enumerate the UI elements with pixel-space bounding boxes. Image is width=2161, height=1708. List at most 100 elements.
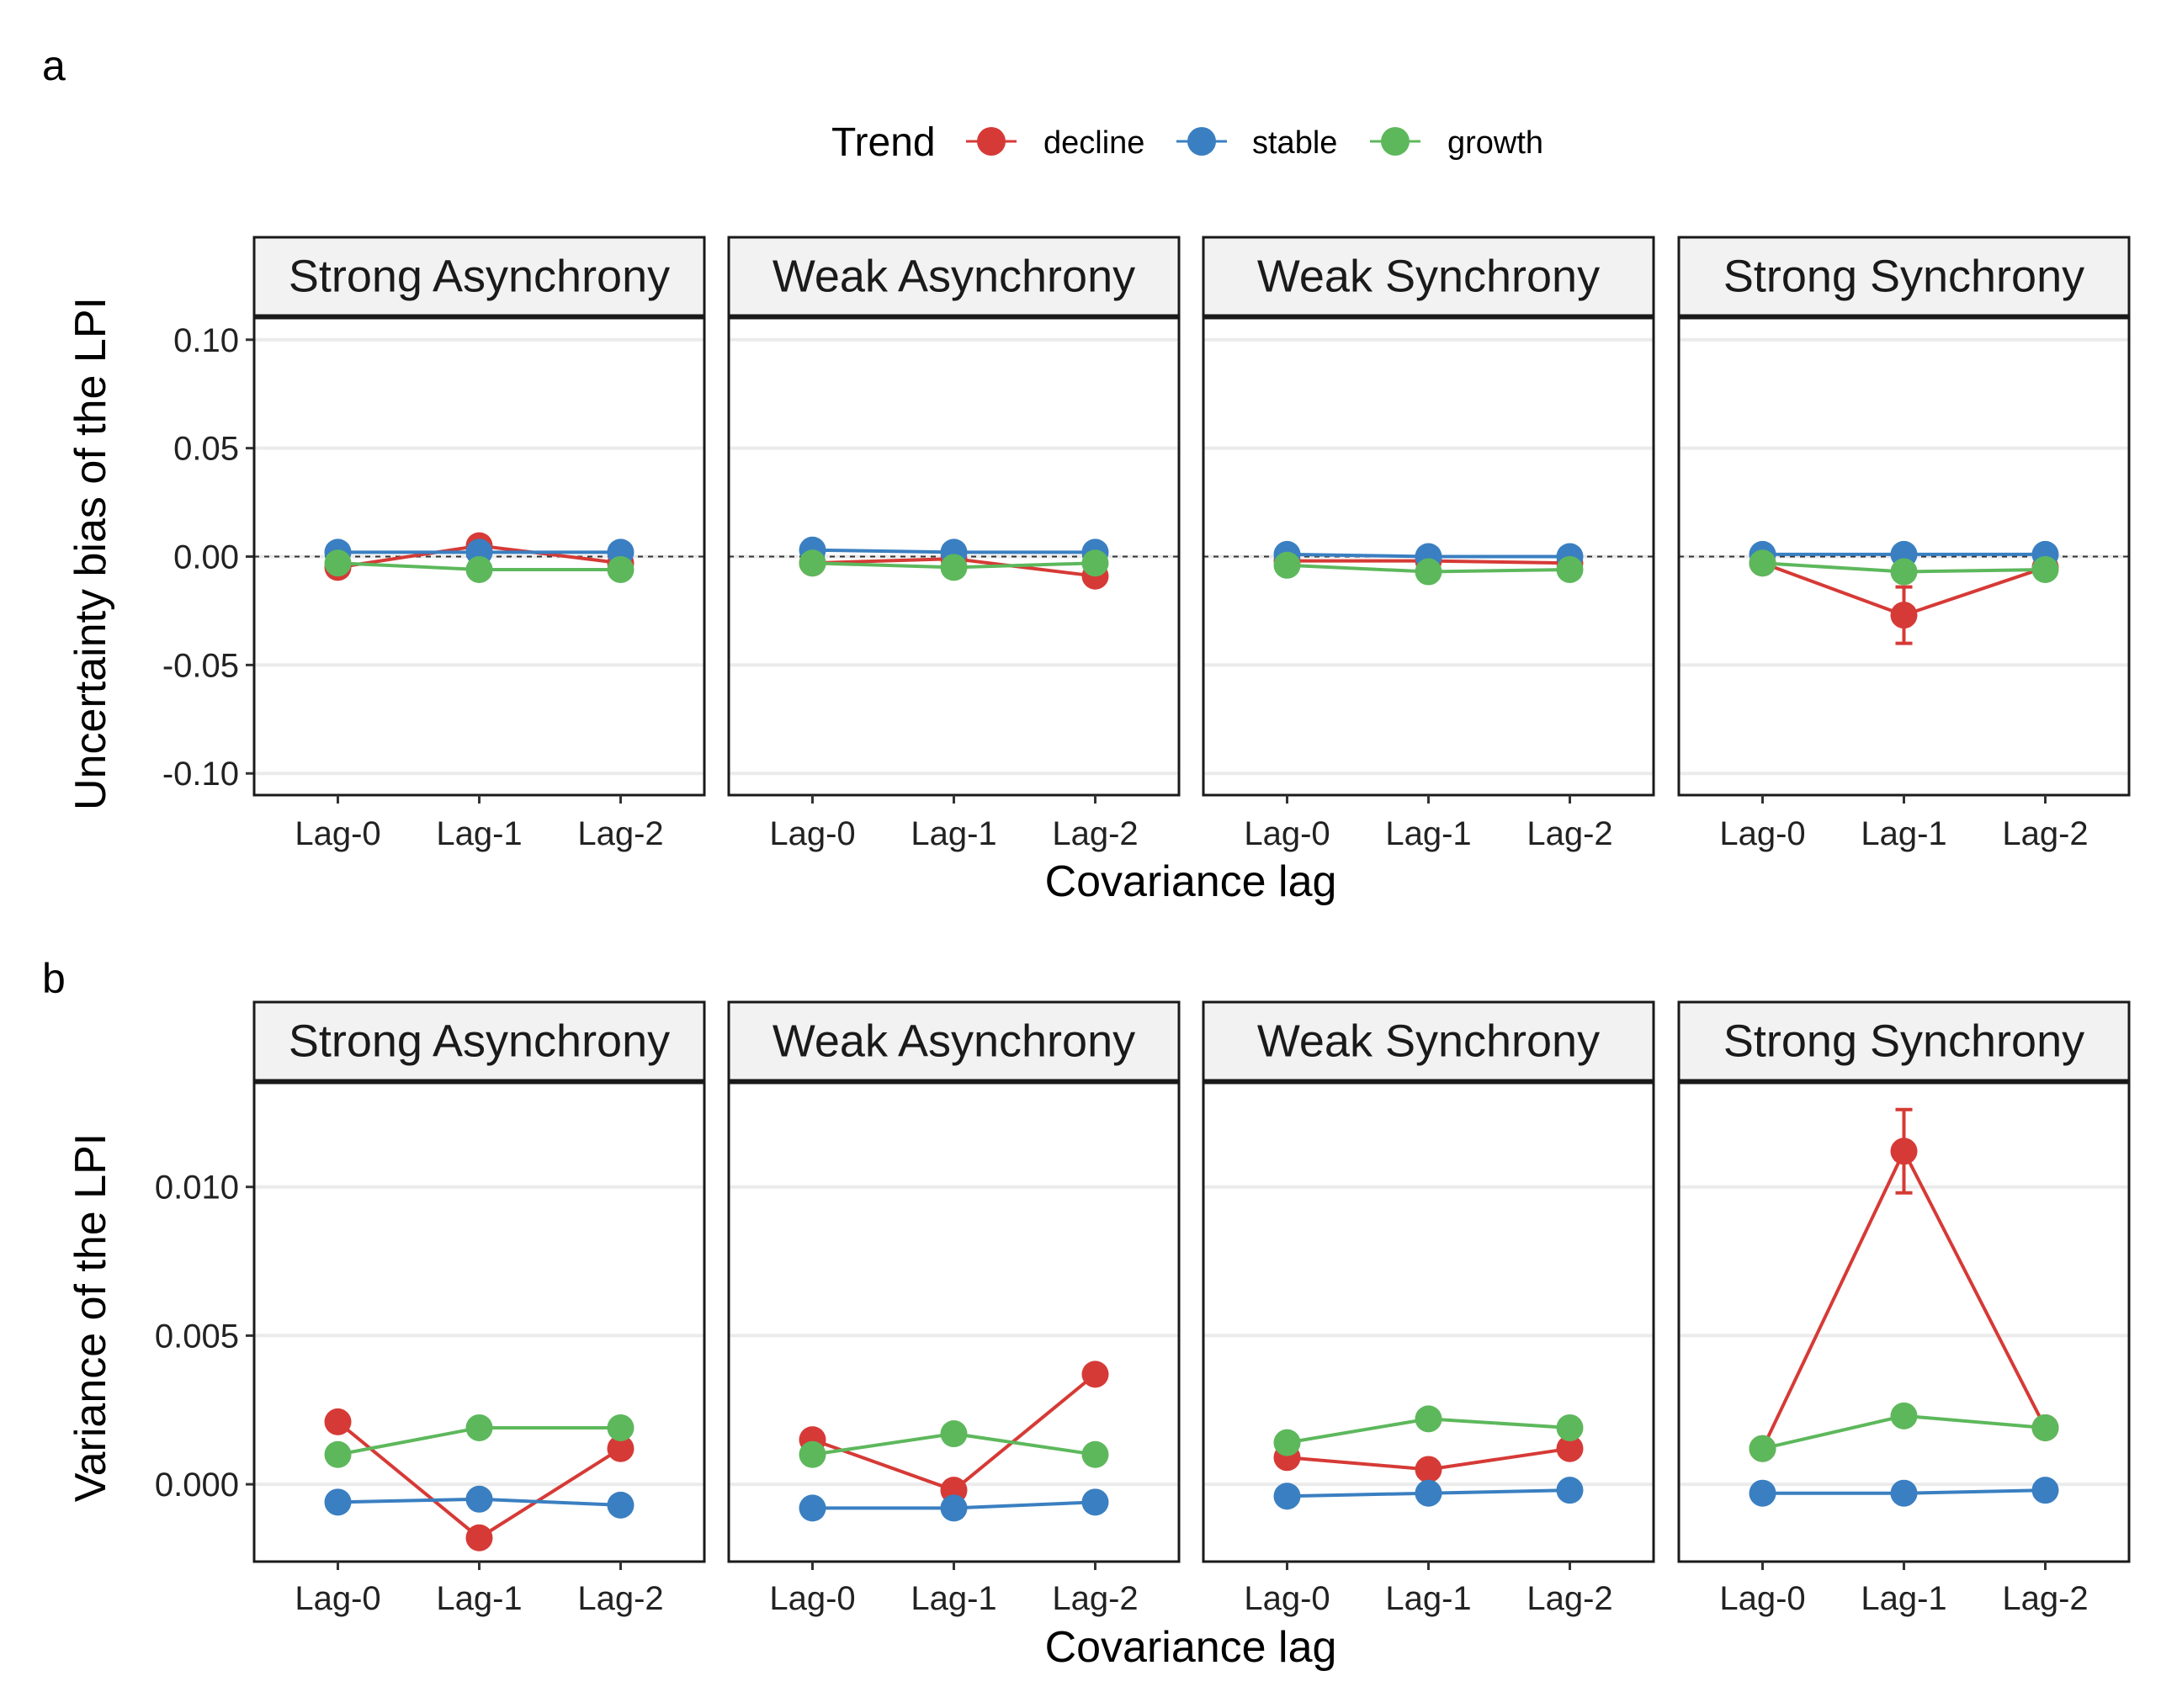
data-point-stable bbox=[324, 1488, 352, 1516]
x-tick-label: Lag-2 bbox=[1052, 1580, 1138, 1617]
data-point-growth bbox=[324, 1440, 352, 1468]
data-point-growth bbox=[607, 555, 634, 583]
x-tick-label: Lag-2 bbox=[577, 815, 663, 852]
data-point-growth bbox=[465, 1414, 493, 1441]
x-tick-label: Lag-1 bbox=[911, 1580, 996, 1617]
plots: -0.10 -0.05 0.00 0.05 0.10 Strong Asynchrony L… bbox=[155, 236, 2131, 1617]
data-point-growth bbox=[2031, 555, 2059, 583]
panel-b-xlabel: Covariance lag bbox=[1045, 1623, 1337, 1672]
y-tick-label: 0.005 bbox=[155, 1318, 239, 1355]
facet-strip bbox=[727, 1000, 1181, 1082]
data-point-growth bbox=[1556, 555, 1584, 583]
data-point-stable bbox=[1749, 1479, 1776, 1507]
facet-b-1: Strong Asynchrony Lag-0 Lag-1 Lag-2 bbox=[252, 1000, 706, 1617]
data-point-growth bbox=[799, 549, 826, 577]
panel-b-ylabel: Variance of the LPI bbox=[66, 1133, 115, 1502]
data-point-decline bbox=[607, 1435, 634, 1462]
panel-a-xlabel: Covariance lag bbox=[1045, 857, 1337, 906]
facet-strip bbox=[1677, 1000, 2131, 1082]
legend-key-stable-marker bbox=[1187, 127, 1216, 156]
data-point-growth bbox=[1556, 1414, 1584, 1441]
facet-a-2: Weak Asynchrony Lag-0 Lag-1 Lag-2 bbox=[727, 236, 1181, 852]
x-tick-label: Lag-0 bbox=[295, 815, 380, 852]
x-tick-label: Lag-0 bbox=[295, 1580, 380, 1617]
data-point-decline bbox=[465, 1524, 493, 1552]
x-tick-label: Lag-0 bbox=[1244, 1580, 1330, 1617]
facet-a-3: Weak Synchrony Lag-0 Lag-1 Lag-2 bbox=[1202, 236, 1655, 852]
x-tick-label: Lag-0 bbox=[1719, 815, 1805, 852]
facet-b-2: Weak Asynchrony Lag-0 Lag-1 Lag-2 bbox=[727, 1000, 1181, 1617]
facet-strip-label: Weak Asynchrony bbox=[773, 252, 1135, 302]
facet-b-3: Weak Synchrony Lag-0 Lag-1 Lag-2 bbox=[1202, 1000, 1655, 1617]
x-tick-label: Lag-0 bbox=[1719, 1580, 1805, 1617]
facet-strip bbox=[727, 236, 1181, 317]
facet-strip-label: Weak Synchrony bbox=[1257, 252, 1600, 302]
x-tick-label: Lag-0 bbox=[1244, 815, 1330, 852]
y-tick-label: 0.00 bbox=[173, 539, 239, 576]
x-tick-label: Lag-1 bbox=[1385, 1580, 1471, 1617]
data-point-stable bbox=[799, 1494, 826, 1522]
facet-strip-label: Strong Asynchrony bbox=[289, 252, 670, 302]
data-point-decline bbox=[1890, 1138, 1918, 1165]
legend-label-decline: decline bbox=[1043, 125, 1144, 161]
legend-title: Trend bbox=[831, 120, 936, 165]
y-tick-label: 0.010 bbox=[155, 1170, 239, 1207]
x-tick-label: Lag-1 bbox=[911, 815, 996, 852]
data-point-growth bbox=[799, 1440, 826, 1468]
panel-a-letter: a bbox=[42, 42, 66, 89]
x-tick-label: Lag-2 bbox=[2002, 1580, 2088, 1617]
data-point-stable bbox=[1890, 1479, 1918, 1507]
panel-b-letter: b bbox=[42, 955, 66, 1002]
data-point-stable bbox=[2031, 1477, 2059, 1504]
legend-key-decline-marker bbox=[977, 127, 1006, 156]
data-point-stable bbox=[1415, 1479, 1442, 1507]
x-tick-label: Lag-1 bbox=[1385, 815, 1471, 852]
facet-strip-label: Strong Synchrony bbox=[1723, 252, 2084, 302]
data-point-growth bbox=[1749, 1435, 1776, 1462]
facet-a-4: Strong Synchrony Lag-0 Lag-1 Lag-2 bbox=[1677, 236, 2131, 852]
data-point-growth bbox=[1273, 551, 1301, 579]
facet-strip bbox=[1202, 236, 1655, 317]
x-tick-label: Lag-1 bbox=[436, 815, 522, 852]
y-tick-label: -0.05 bbox=[162, 647, 239, 684]
panel-a-ylabel: Uncertainty bias of the LPI bbox=[66, 297, 115, 810]
panel-b: 0.000 0.005 0.010 Strong Asynchrony Lag-0 Lag… bbox=[155, 1000, 2131, 1617]
facet-strip bbox=[1677, 236, 2131, 317]
data-point-growth bbox=[1890, 558, 1918, 586]
facet-strip bbox=[252, 236, 706, 317]
data-point-stable bbox=[940, 1494, 968, 1522]
data-point-decline bbox=[1556, 1435, 1584, 1462]
data-point-growth bbox=[324, 549, 352, 577]
panel-a: -0.10 -0.05 0.00 0.05 0.10 Strong Asynchrony L… bbox=[162, 236, 2131, 852]
data-point-growth bbox=[465, 555, 493, 583]
data-point-growth bbox=[1749, 549, 1776, 577]
data-point-growth bbox=[1273, 1429, 1301, 1456]
data-point-growth bbox=[1890, 1402, 1918, 1430]
x-tick-label: Lag-2 bbox=[577, 1580, 663, 1617]
data-point-growth bbox=[940, 554, 968, 581]
y-tick-label: 0.10 bbox=[173, 322, 239, 359]
data-point-growth bbox=[1415, 1405, 1442, 1433]
data-point-stable bbox=[607, 1491, 634, 1519]
data-point-stable bbox=[465, 1485, 493, 1513]
facet-strip bbox=[252, 1000, 706, 1082]
data-point-stable bbox=[1273, 1483, 1301, 1510]
data-point-growth bbox=[1081, 1440, 1109, 1468]
facet-strip-label: Weak Asynchrony bbox=[773, 1016, 1135, 1067]
data-point-growth bbox=[2031, 1414, 2059, 1441]
legend-key-growth-marker bbox=[1381, 127, 1410, 156]
x-tick-label: Lag-2 bbox=[1527, 1580, 1612, 1617]
data-point-growth bbox=[940, 1420, 968, 1448]
data-point-growth bbox=[1081, 549, 1109, 577]
y-tick-label: 0.05 bbox=[173, 431, 239, 468]
facet-strip-label: Weak Synchrony bbox=[1257, 1016, 1600, 1067]
legend: Trend decline stable growth bbox=[831, 120, 1543, 165]
x-tick-label: Lag-2 bbox=[2002, 815, 2088, 852]
y-tick-label: -0.10 bbox=[162, 756, 239, 793]
y-tick-label: 0.000 bbox=[155, 1467, 239, 1504]
x-tick-label: Lag-0 bbox=[769, 1580, 855, 1617]
facet-strip bbox=[1202, 1000, 1655, 1082]
facet-strip-label: Strong Synchrony bbox=[1723, 1016, 2084, 1067]
data-point-growth bbox=[607, 1414, 634, 1441]
